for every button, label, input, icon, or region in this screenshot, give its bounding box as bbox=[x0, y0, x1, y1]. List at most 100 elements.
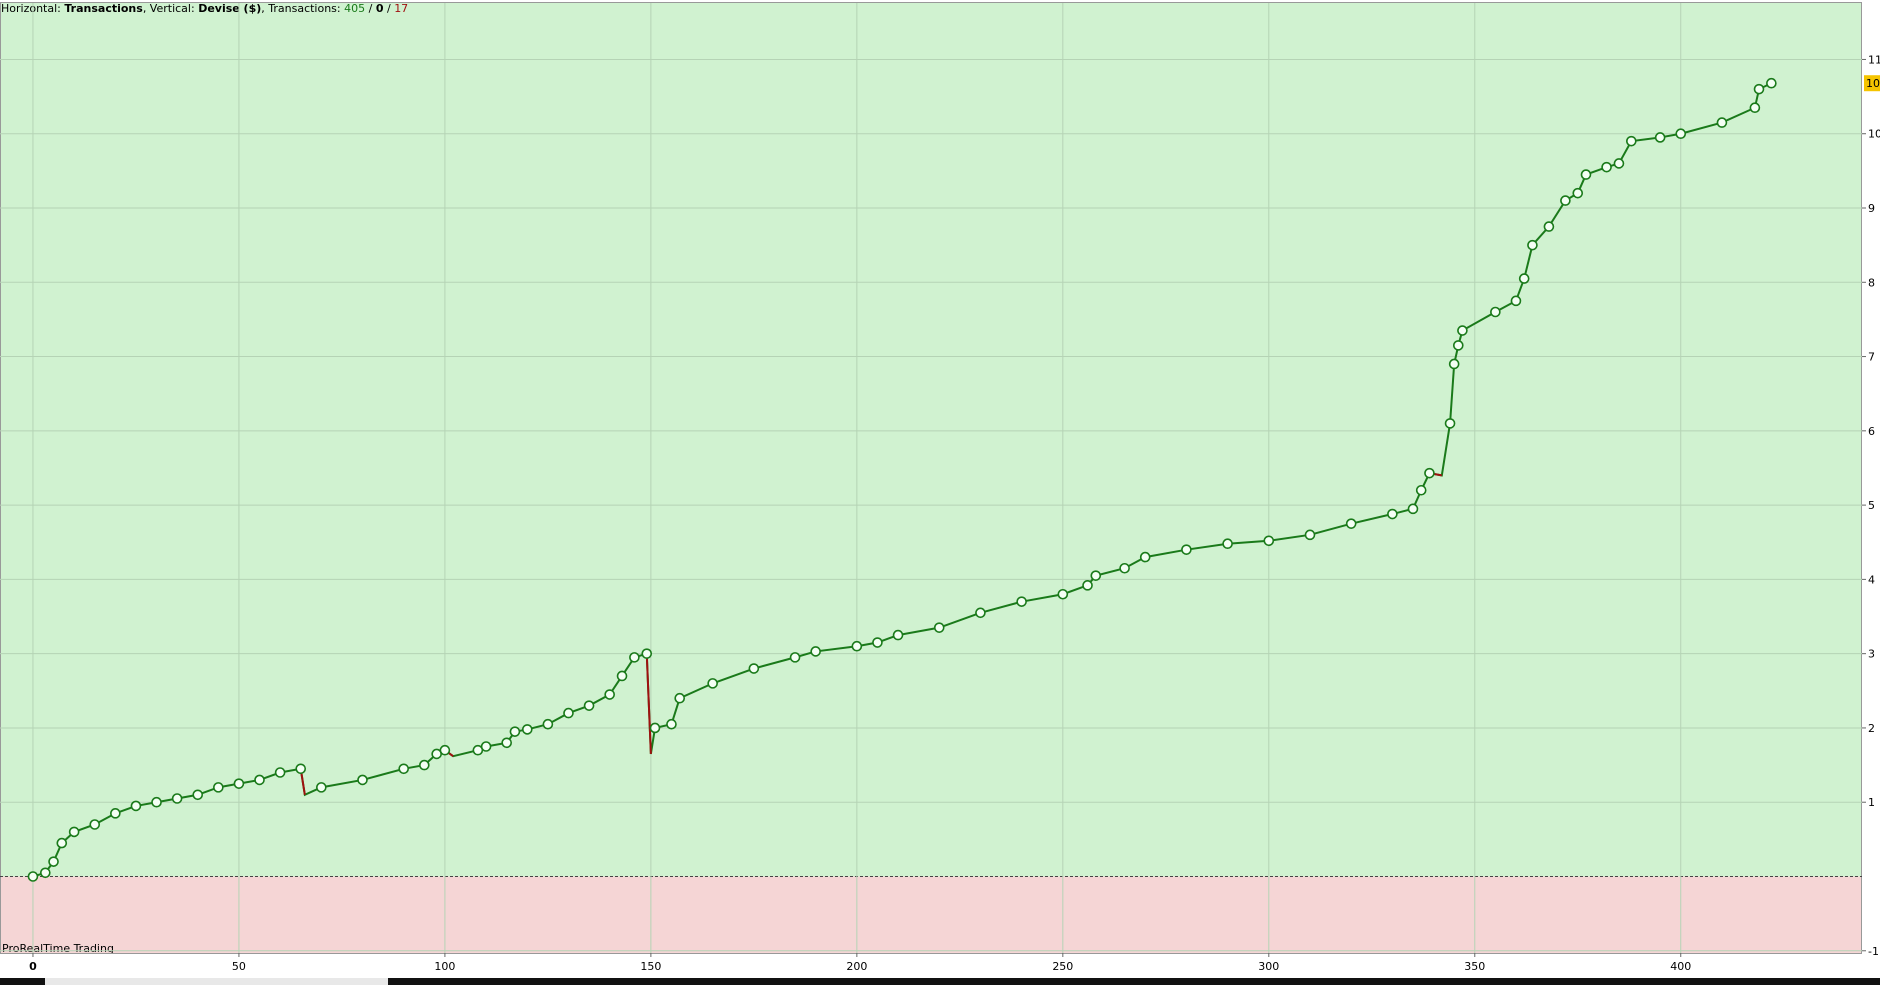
trade-marker bbox=[789, 652, 801, 663]
trade-marker bbox=[666, 718, 677, 730]
trade-marker bbox=[439, 744, 451, 756]
chart-title: Horizontal: Transactions, Vertical: Devi… bbox=[1, 2, 408, 15]
x-tick-label: 150 bbox=[640, 960, 661, 973]
trade-marker bbox=[480, 741, 492, 752]
loss-segment bbox=[645, 653, 652, 754]
trade-marker bbox=[1415, 484, 1427, 496]
trade-marker bbox=[274, 767, 286, 778]
x-tick-label: 400 bbox=[1670, 960, 1691, 973]
trade-marker bbox=[1452, 340, 1464, 351]
y-tick-label: 8 bbox=[1868, 276, 1875, 289]
trade-marker bbox=[40, 867, 51, 879]
trade-marker bbox=[1510, 295, 1522, 307]
trade-marker bbox=[1181, 544, 1192, 555]
title-part: 0 bbox=[376, 2, 384, 15]
trade-marker bbox=[641, 648, 653, 659]
trade-marker bbox=[1407, 503, 1419, 515]
trade-marker bbox=[604, 689, 615, 700]
positive-zone bbox=[0, 3, 1862, 877]
trade-marker bbox=[1654, 132, 1666, 143]
y-tick-label: 1 bbox=[1868, 796, 1875, 809]
trade-marker bbox=[501, 737, 512, 749]
title-part: / bbox=[365, 2, 376, 15]
trade-marker bbox=[616, 670, 628, 682]
trade-marker bbox=[1490, 306, 1501, 318]
trade-marker bbox=[707, 678, 718, 689]
title-part: Devise ($) bbox=[198, 2, 261, 15]
trade-marker bbox=[509, 726, 521, 737]
trade-marker bbox=[975, 607, 986, 619]
trade-marker bbox=[68, 826, 80, 838]
trade-marker bbox=[1601, 161, 1612, 173]
y-tick-label: 3 bbox=[1868, 648, 1875, 661]
trade-marker bbox=[1057, 588, 1069, 600]
x-tick-label: 300 bbox=[1258, 960, 1279, 973]
title-part: , Vertical: bbox=[143, 2, 198, 15]
y-tick-label: 6 bbox=[1868, 425, 1875, 438]
trade-marker bbox=[1675, 128, 1687, 140]
trade-marker bbox=[48, 856, 59, 867]
trade-marker bbox=[1119, 562, 1130, 574]
trade-marker bbox=[1580, 169, 1592, 180]
y-tick-label: 9 bbox=[1868, 202, 1875, 215]
bottom-bar bbox=[0, 978, 1880, 985]
trade-marker bbox=[1444, 418, 1456, 429]
trade-marker bbox=[89, 819, 101, 830]
trade-marker bbox=[1766, 77, 1777, 89]
trade-marker bbox=[1448, 358, 1460, 370]
trade-marker bbox=[1016, 596, 1027, 607]
title-part: , Transactions: bbox=[261, 2, 344, 15]
trade-marker bbox=[27, 871, 39, 882]
watermark: ProRealTime Trading bbox=[2, 942, 114, 955]
trade-marker bbox=[56, 837, 68, 849]
trade-marker bbox=[1387, 508, 1398, 520]
trade-marker bbox=[851, 640, 863, 652]
trade-marker bbox=[171, 793, 183, 804]
trade-marker bbox=[1518, 273, 1530, 284]
trade-marker bbox=[649, 722, 661, 734]
trade-marker bbox=[1626, 135, 1637, 147]
trade-marker bbox=[398, 763, 410, 775]
plot-border bbox=[0, 2, 1862, 954]
trade-marker bbox=[892, 629, 904, 641]
title-part: 17 bbox=[394, 2, 408, 15]
trade-marker bbox=[1304, 529, 1316, 541]
x-tick-label: 0 bbox=[29, 960, 37, 973]
y-tick-label: 7 bbox=[1868, 351, 1875, 364]
trade-marker bbox=[1749, 102, 1761, 114]
trade-marker bbox=[872, 637, 883, 648]
y-tick-label: 2 bbox=[1868, 722, 1875, 735]
trade-marker bbox=[316, 782, 327, 793]
trade-marker bbox=[1222, 538, 1233, 550]
trade-marker bbox=[629, 652, 640, 663]
trade-marker bbox=[213, 782, 224, 793]
trade-marker bbox=[521, 724, 533, 735]
trade-marker bbox=[1613, 158, 1625, 169]
trade-marker bbox=[1543, 221, 1555, 232]
y-tick-label: 11 bbox=[1868, 53, 1880, 66]
trade-marker bbox=[130, 800, 142, 812]
trade-marker bbox=[419, 759, 430, 771]
trade-marker bbox=[1090, 570, 1102, 581]
trade-marker bbox=[254, 774, 265, 786]
x-tick-label: 200 bbox=[846, 960, 867, 973]
trade-marker bbox=[1082, 580, 1093, 591]
trade-marker bbox=[583, 700, 595, 711]
trade-marker bbox=[295, 763, 307, 775]
trade-marker bbox=[1345, 518, 1357, 529]
trade-marker bbox=[1457, 325, 1468, 336]
title-part: Transactions bbox=[64, 2, 143, 15]
trade-marker bbox=[1263, 535, 1275, 547]
trade-marker bbox=[674, 692, 686, 704]
negative-zone bbox=[0, 876, 1862, 953]
bottom-bar-tab bbox=[45, 978, 388, 985]
trade-marker bbox=[1753, 83, 1765, 95]
trade-marker bbox=[1527, 239, 1538, 251]
y-tick-label: 5 bbox=[1868, 499, 1875, 512]
trade-marker bbox=[1716, 117, 1728, 128]
trade-marker bbox=[192, 789, 204, 801]
x-tick-label: 350 bbox=[1464, 960, 1485, 973]
trade-marker bbox=[233, 778, 245, 789]
